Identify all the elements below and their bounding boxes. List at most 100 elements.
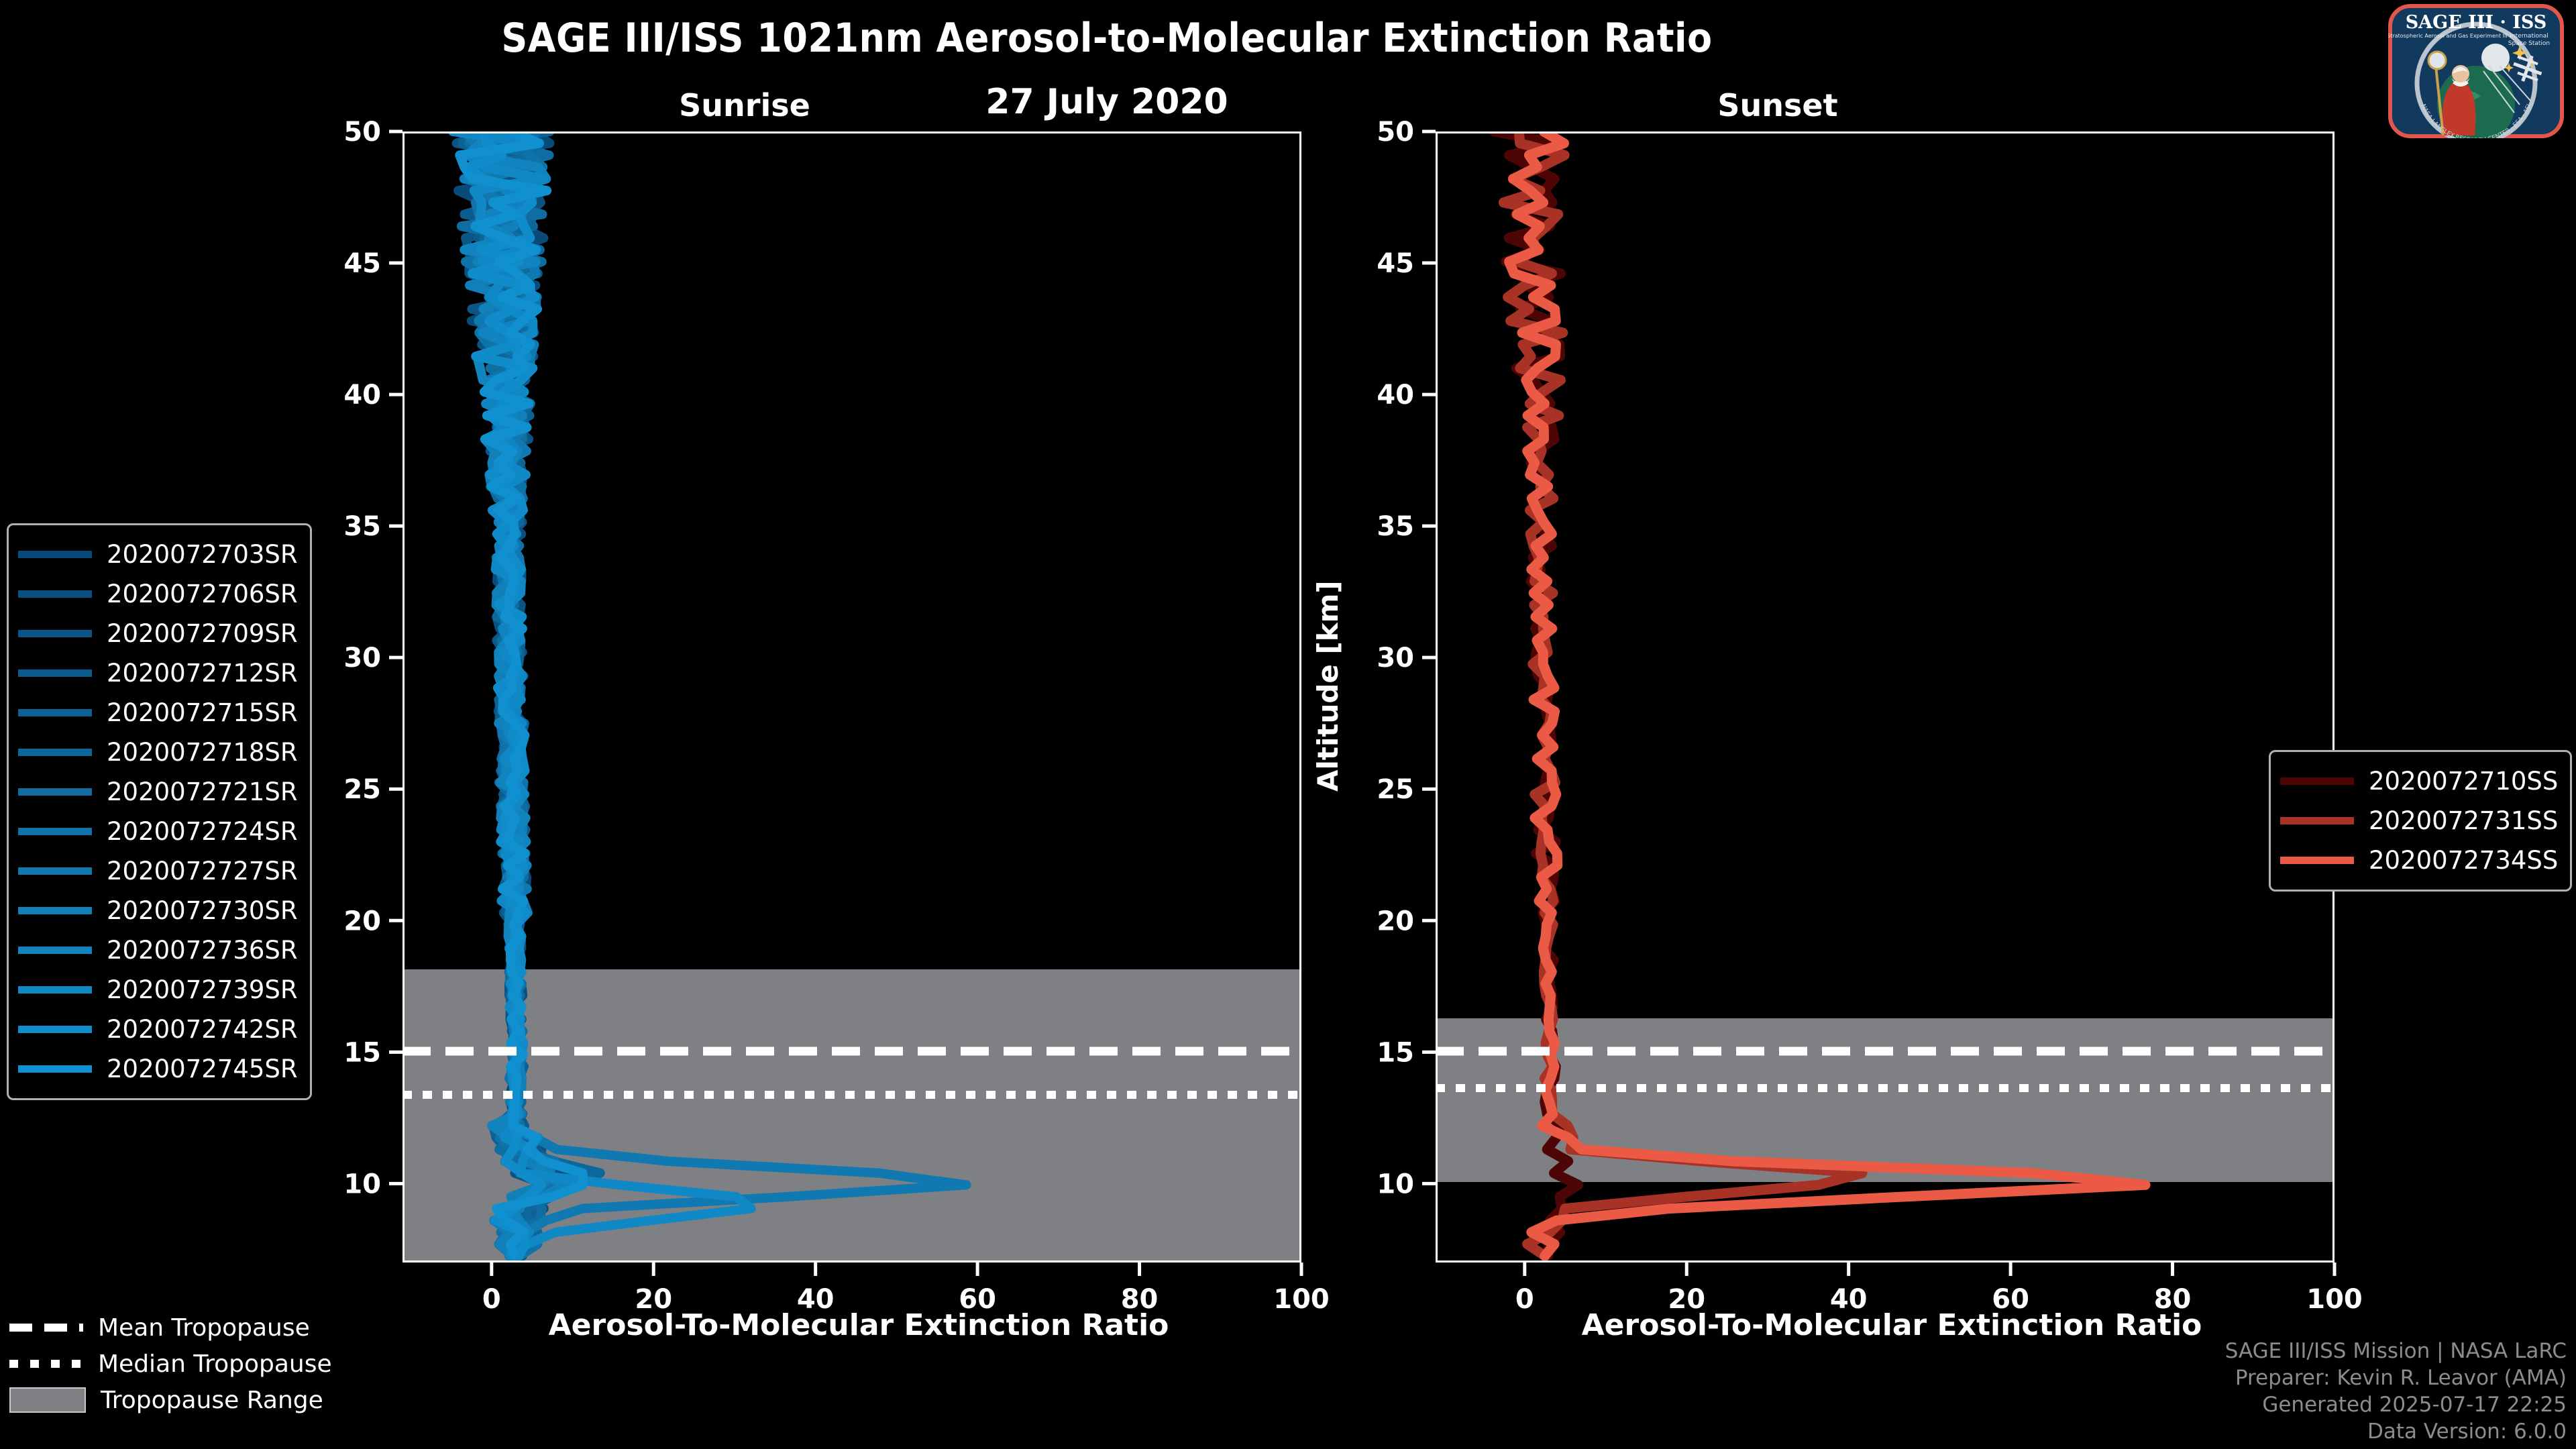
patch-subtitle-right-line1: International — [2510, 33, 2548, 40]
sunset-axis-ticks: 10 15 20 25 30 35 40 45 50 0 20 40 60 80 100 — [1377, 117, 2362, 1315]
data-trace — [1504, 131, 2151, 1261]
y-tick-label: 25 — [343, 774, 381, 805]
legend-item-label: 2020072715SR — [107, 698, 298, 727]
tropopause-legend-marker — [9, 1387, 86, 1413]
y-tick-label: 30 — [1377, 643, 1414, 674]
legend-color-swatch — [18, 907, 92, 914]
y-tick-label: 35 — [343, 511, 381, 542]
sunrise-plot — [402, 131, 1301, 1263]
sunset-x-axis-label: Aerosol-To-Molecular Extinction Ratio — [1581, 1308, 2202, 1342]
legend-item-label: 2020072727SR — [107, 857, 298, 885]
legend-color-swatch — [2280, 777, 2354, 785]
x-tick-label: 100 — [1273, 1284, 1330, 1315]
data-trace — [455, 131, 588, 1261]
tropopause-legend-marker — [9, 1360, 83, 1368]
x-tick-label: 60 — [1992, 1284, 2029, 1315]
x-tick-label: 20 — [635, 1284, 672, 1315]
x-tick-label: 20 — [1668, 1284, 1705, 1315]
y-tick-label: 50 — [1377, 117, 1414, 148]
legend-color-swatch — [18, 788, 92, 796]
legend-item-label: 2020072710SS — [2369, 767, 2559, 796]
tropopause-legend-item: Mean Tropopause — [9, 1309, 332, 1346]
legend-item-label: 2020072712SR — [107, 659, 298, 688]
x-tick-label: 40 — [1830, 1284, 1868, 1315]
y-tick-label: 15 — [343, 1037, 381, 1068]
legend-item[interactable]: 2020072731SS — [2280, 801, 2558, 841]
legend-item-label: 2020072706SR — [107, 580, 298, 608]
y-tick-label: 15 — [1377, 1037, 1414, 1068]
legend-item[interactable]: 2020072715SR — [18, 693, 298, 733]
legend-color-swatch — [18, 669, 92, 677]
tropopause-legend-marker — [9, 1324, 83, 1332]
legend-item-label: 2020072736SR — [107, 936, 298, 965]
legend-item[interactable]: 2020072712SR — [18, 653, 298, 693]
x-tick-label: 40 — [797, 1284, 835, 1315]
legend-item[interactable]: 2020072727SR — [18, 851, 298, 891]
credits-line: SAGE III/ISS Mission | NASA LaRC — [2224, 1339, 2567, 1363]
sunset-legend[interactable]: 2020072710SS 2020072731SS 2020072734SS — [2269, 750, 2573, 892]
y-tick-label: 20 — [343, 906, 381, 936]
legend-item-label: 2020072709SR — [107, 619, 298, 648]
legend-color-swatch — [18, 749, 92, 756]
tropopause-legend-label: Mean Tropopause — [98, 1313, 310, 1342]
legend-item[interactable]: 2020072730SR — [18, 891, 298, 930]
legend-item-label: 2020072734SS — [2369, 846, 2559, 875]
y-tick-label: 45 — [343, 248, 381, 279]
legend-color-swatch — [18, 630, 92, 637]
tropopause-legend-item: Tropopause Range — [9, 1382, 332, 1418]
legend-color-swatch — [18, 828, 92, 835]
page-subtitle-date: 27 July 2020 — [985, 82, 1228, 122]
x-tick-label: 0 — [482, 1284, 501, 1315]
x-tick-label: 80 — [1121, 1284, 1159, 1315]
legend-item-label: 2020072739SR — [107, 975, 298, 1004]
page-title: SAGE III/ISS 1021nm Aerosol-to-Molecular… — [501, 15, 1713, 62]
legend-item-label: 2020072745SR — [107, 1055, 298, 1083]
legend-item-label: 2020072730SR — [107, 896, 298, 925]
patch-figure — [2427, 50, 2476, 136]
legend-color-swatch — [2280, 857, 2354, 864]
sunrise-tropopause-lines — [402, 1046, 1301, 1099]
sunrise-legend[interactable]: 2020072703SR 2020072706SR 2020072709SR 2020… — [7, 523, 312, 1100]
patch-ring — [2414, 21, 2538, 138]
sunset-tropopause-lines — [1436, 1046, 2334, 1092]
legend-item[interactable]: 2020072739SR — [18, 970, 298, 1010]
sunset-data-traces — [1489, 131, 2151, 1261]
legend-color-swatch — [18, 590, 92, 598]
legend-item[interactable]: 2020072745SR — [18, 1049, 298, 1089]
legend-color-swatch — [18, 1065, 92, 1073]
legend-item-label: 2020072721SR — [107, 777, 298, 806]
tropopause-legend-label: Median Tropopause — [98, 1350, 332, 1378]
y-tick-label: 45 — [1377, 248, 1414, 279]
legend-item[interactable]: 2020072742SR — [18, 1010, 298, 1049]
patch-title: SAGE III · ISS — [2406, 12, 2547, 33]
legend-color-swatch — [18, 1026, 92, 1033]
sunrise-data-traces — [447, 131, 971, 1261]
legend-color-swatch — [18, 986, 92, 994]
sage-iii-iss-mission-patch-logo: SAGE III · ISS Stratospheric Aerosol and… — [2388, 4, 2564, 138]
legend-item[interactable]: 2020072703SR — [18, 535, 298, 574]
legend-color-swatch — [2280, 817, 2354, 824]
sunrise-panel-title: Sunrise — [679, 87, 810, 123]
credits-line: Generated 2025-07-17 22:25 — [2262, 1393, 2567, 1417]
legend-item[interactable]: 2020072706SR — [18, 574, 298, 614]
x-tick-label: 80 — [2154, 1284, 2192, 1315]
legend-color-swatch — [18, 947, 92, 954]
legend-item-label: 2020072731SS — [2369, 806, 2559, 835]
y-tick-label: 10 — [343, 1169, 381, 1199]
legend-item[interactable]: 2020072724SR — [18, 812, 298, 851]
legend-item[interactable]: 2020072718SR — [18, 733, 298, 772]
legend-item[interactable]: 2020072721SR — [18, 772, 298, 812]
y-tick-label: 50 — [343, 117, 381, 148]
legend-item-label: 2020072703SR — [107, 540, 298, 569]
legend-color-swatch — [18, 867, 92, 875]
credits-line: Data Version: 6.0.0 — [2367, 1419, 2567, 1444]
patch-subtitle-left: Stratospheric Aerosol and Gas Experiment… — [2388, 33, 2508, 39]
legend-item[interactable]: 2020072710SS — [2280, 761, 2558, 801]
tropopause-legend-label: Tropopause Range — [101, 1386, 323, 1414]
legend-item[interactable]: 2020072736SR — [18, 930, 298, 970]
credits-line: Preparer: Kevin R. Leavor (AMA) — [2235, 1366, 2567, 1390]
legend-item[interactable]: 2020072734SS — [2280, 841, 2558, 880]
tropopause-legend: Mean Tropopause Median Tropopause Tropopau… — [9, 1309, 332, 1418]
legend-item[interactable]: 2020072709SR — [18, 614, 298, 653]
y-tick-label: 40 — [1377, 380, 1414, 411]
